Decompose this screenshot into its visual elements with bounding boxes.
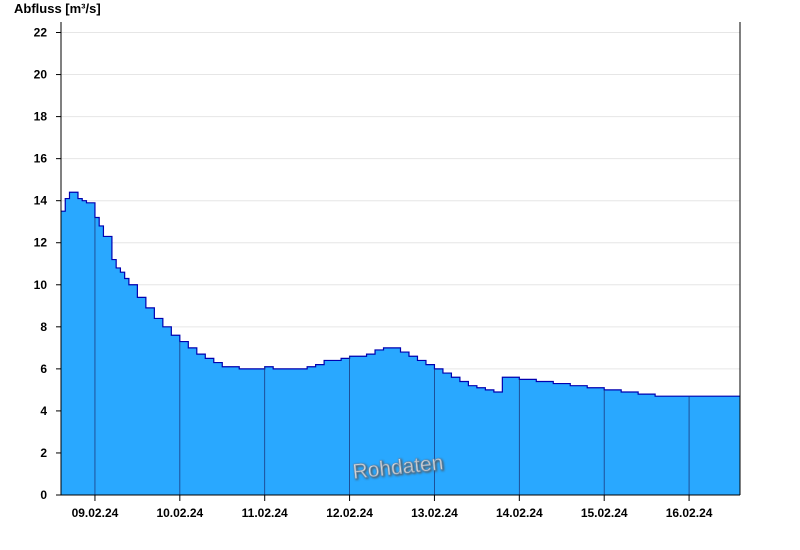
x-tick-label: 16.02.24 bbox=[666, 506, 713, 520]
axes-layer bbox=[60, 22, 741, 496]
y-tick-label: 8 bbox=[40, 320, 47, 334]
x-tick-label: 15.02.24 bbox=[581, 506, 628, 520]
x-tick-label: 14.02.24 bbox=[496, 506, 543, 520]
y-tick-label: 2 bbox=[40, 446, 47, 460]
y-tick-label: 16 bbox=[34, 152, 48, 166]
x-tick-label: 10.02.24 bbox=[156, 506, 203, 520]
area-layer bbox=[61, 191, 740, 495]
day-lines-layer bbox=[94, 217, 690, 495]
x-tick-label: 09.02.24 bbox=[72, 506, 119, 520]
y-tick-label: 4 bbox=[40, 404, 47, 418]
y-tick-label: 22 bbox=[34, 26, 48, 40]
y-tick-label: 10 bbox=[34, 278, 48, 292]
y-tick-label: 0 bbox=[40, 488, 47, 502]
y-ticks-layer: 0 2 4 6 8 10 12 14 16 18 20 22 bbox=[34, 26, 61, 502]
y-tick-label: 6 bbox=[40, 362, 47, 376]
y-axis-label: Abfluss [m³/s] bbox=[14, 1, 101, 16]
x-ticks-layer: 09.02.24 10.02.24 11.02.24 12.02.24 13.02.24… bbox=[72, 495, 713, 520]
discharge-area bbox=[61, 192, 740, 495]
y-tick-label: 20 bbox=[34, 68, 48, 82]
y-tick-label: 12 bbox=[34, 236, 48, 250]
y-tick-label: 18 bbox=[34, 110, 48, 124]
y-tick-label: 14 bbox=[34, 194, 48, 208]
x-tick-label: 12.02.24 bbox=[326, 506, 373, 520]
x-tick-label: 13.02.24 bbox=[411, 506, 458, 520]
x-tick-label: 11.02.24 bbox=[242, 506, 288, 520]
